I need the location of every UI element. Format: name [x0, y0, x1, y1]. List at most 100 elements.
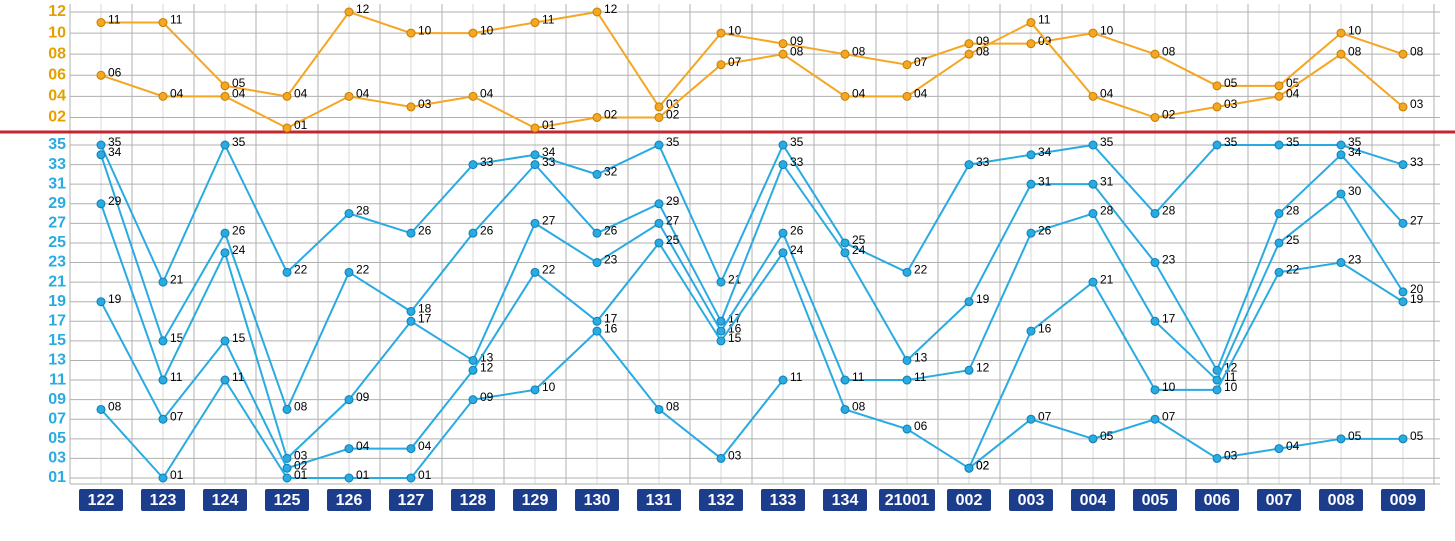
blue-s3-dot [593, 317, 601, 325]
x-label: 126 [336, 492, 363, 509]
blue-s0-dot [655, 141, 663, 149]
blue-s2-dot [965, 366, 973, 374]
orange-s0-value: 12 [356, 2, 370, 16]
blue-s0-dot [407, 229, 415, 237]
orange-s1-value: 03 [1224, 97, 1238, 111]
blue-s2-value: 11 [852, 370, 865, 384]
blue-s4-value: 05 [1100, 429, 1114, 443]
blue-s4-value: 03 [1224, 449, 1238, 463]
blue-s4-dot [531, 386, 539, 394]
blue-s1-value: 23 [1162, 253, 1176, 267]
blue-s4-value: 03 [728, 449, 742, 463]
blue-s1-value: 34 [1348, 145, 1362, 159]
blue-s0-value: 22 [294, 262, 308, 276]
blue-s3-dot [345, 445, 353, 453]
blue-s2-dot [345, 396, 353, 404]
blue-s3-dot [655, 239, 663, 247]
blue-s0-value: 26 [418, 223, 432, 237]
y-tick-blue: 23 [48, 254, 66, 271]
blue-s2-dot [407, 317, 415, 325]
blue-s0-dot [221, 141, 229, 149]
blue-s2-value: 11 [170, 370, 183, 384]
blue-s3-dot [97, 298, 105, 306]
blue-s2-dot [841, 376, 849, 384]
y-tick-orange: 06 [48, 66, 66, 83]
y-tick-orange: 04 [48, 88, 66, 105]
x-label: 007 [1266, 492, 1293, 509]
orange-s0-dot [1275, 82, 1283, 90]
blue-s4-value: 08 [108, 400, 122, 414]
blue-s4-dot [469, 396, 477, 404]
y-tick-blue: 19 [48, 293, 66, 310]
blue-s0-value: 35 [1224, 135, 1238, 149]
orange-s1-value: 01 [542, 118, 556, 132]
blue-s2-dot [159, 376, 167, 384]
orange-s1-dot [1399, 103, 1407, 111]
orange-s0-value: 10 [480, 23, 494, 37]
y-tick-blue: 33 [48, 156, 66, 173]
blue-s2-value: 23 [604, 253, 618, 267]
orange-s0-dot [283, 92, 291, 100]
x-label: 131 [646, 492, 673, 509]
blue-s2-dot [1089, 210, 1097, 218]
blue-s0-value: 35 [1100, 135, 1114, 149]
blue-s2-dot [469, 356, 477, 364]
orange-s0-value: 10 [1348, 23, 1362, 37]
blue-s4-value: 09 [480, 390, 494, 404]
orange-s0-value: 05 [1224, 76, 1238, 90]
blue-s1-dot [593, 229, 601, 237]
blue-s0-dot [717, 278, 725, 286]
y-tick-blue: 21 [48, 273, 66, 290]
blue-s1-dot [221, 229, 229, 237]
orange-s0-value: 11 [170, 13, 183, 27]
blue-s3-dot [1213, 386, 1221, 394]
x-label: 130 [584, 492, 611, 509]
blue-s4-dot [1151, 415, 1159, 423]
blue-s1-dot [345, 268, 353, 276]
blue-s2-value: 28 [1100, 204, 1114, 218]
orange-s0-dot [1027, 40, 1035, 48]
blue-s0-value: 28 [1162, 204, 1176, 218]
blue-s0-dot [779, 141, 787, 149]
blue-s0-dot [469, 161, 477, 169]
blue-s2-dot [97, 200, 105, 208]
blue-s1-value: 28 [1286, 204, 1300, 218]
blue-s0-dot [593, 170, 601, 178]
orange-s0-dot [1399, 50, 1407, 58]
orange-s0-dot [1151, 50, 1159, 58]
blue-s4-value: 02 [976, 458, 990, 472]
blue-s0-value: 21 [170, 272, 184, 286]
blue-s1-value: 22 [356, 262, 370, 276]
orange-s1-dot [1151, 113, 1159, 121]
orange-s1-dot [655, 113, 663, 121]
orange-s0-dot [1089, 29, 1097, 37]
orange-s1-value: 04 [480, 87, 494, 101]
blue-s0-value: 33 [1410, 155, 1424, 169]
orange-s1-value: 03 [418, 97, 432, 111]
orange-s0-value: 08 [852, 44, 866, 58]
blue-s1-dot [407, 308, 415, 316]
blue-s4-value: 11 [232, 370, 245, 384]
blue-s1-value: 19 [976, 292, 990, 306]
blue-s0-dot [1151, 210, 1159, 218]
blue-s3-value: 10 [1162, 380, 1176, 394]
orange-s0-dot [655, 103, 663, 111]
blue-s3-dot [1089, 278, 1097, 286]
blue-s4-value: 16 [604, 321, 618, 335]
blue-s1-dot [1027, 180, 1035, 188]
blue-s1-dot [655, 200, 663, 208]
blue-s3-value: 04 [418, 439, 432, 453]
y-tick-blue: 27 [48, 215, 66, 232]
blue-s2-value: 27 [666, 214, 680, 228]
orange-s1-value: 07 [728, 55, 742, 69]
orange-s0-value: 12 [604, 2, 618, 16]
blue-s4-value: 11 [790, 370, 803, 384]
blue-s3-value: 21 [1100, 272, 1114, 286]
blue-s3-value: 06 [914, 419, 928, 433]
y-tick-blue: 13 [48, 352, 66, 369]
blue-s3-value: 24 [790, 243, 804, 257]
orange-s0-dot [407, 29, 415, 37]
orange-s0-dot [841, 50, 849, 58]
blue-s4-dot [97, 405, 105, 413]
lottery-trend-chart: 0204060810120103050709111315171921232527… [0, 0, 1455, 541]
